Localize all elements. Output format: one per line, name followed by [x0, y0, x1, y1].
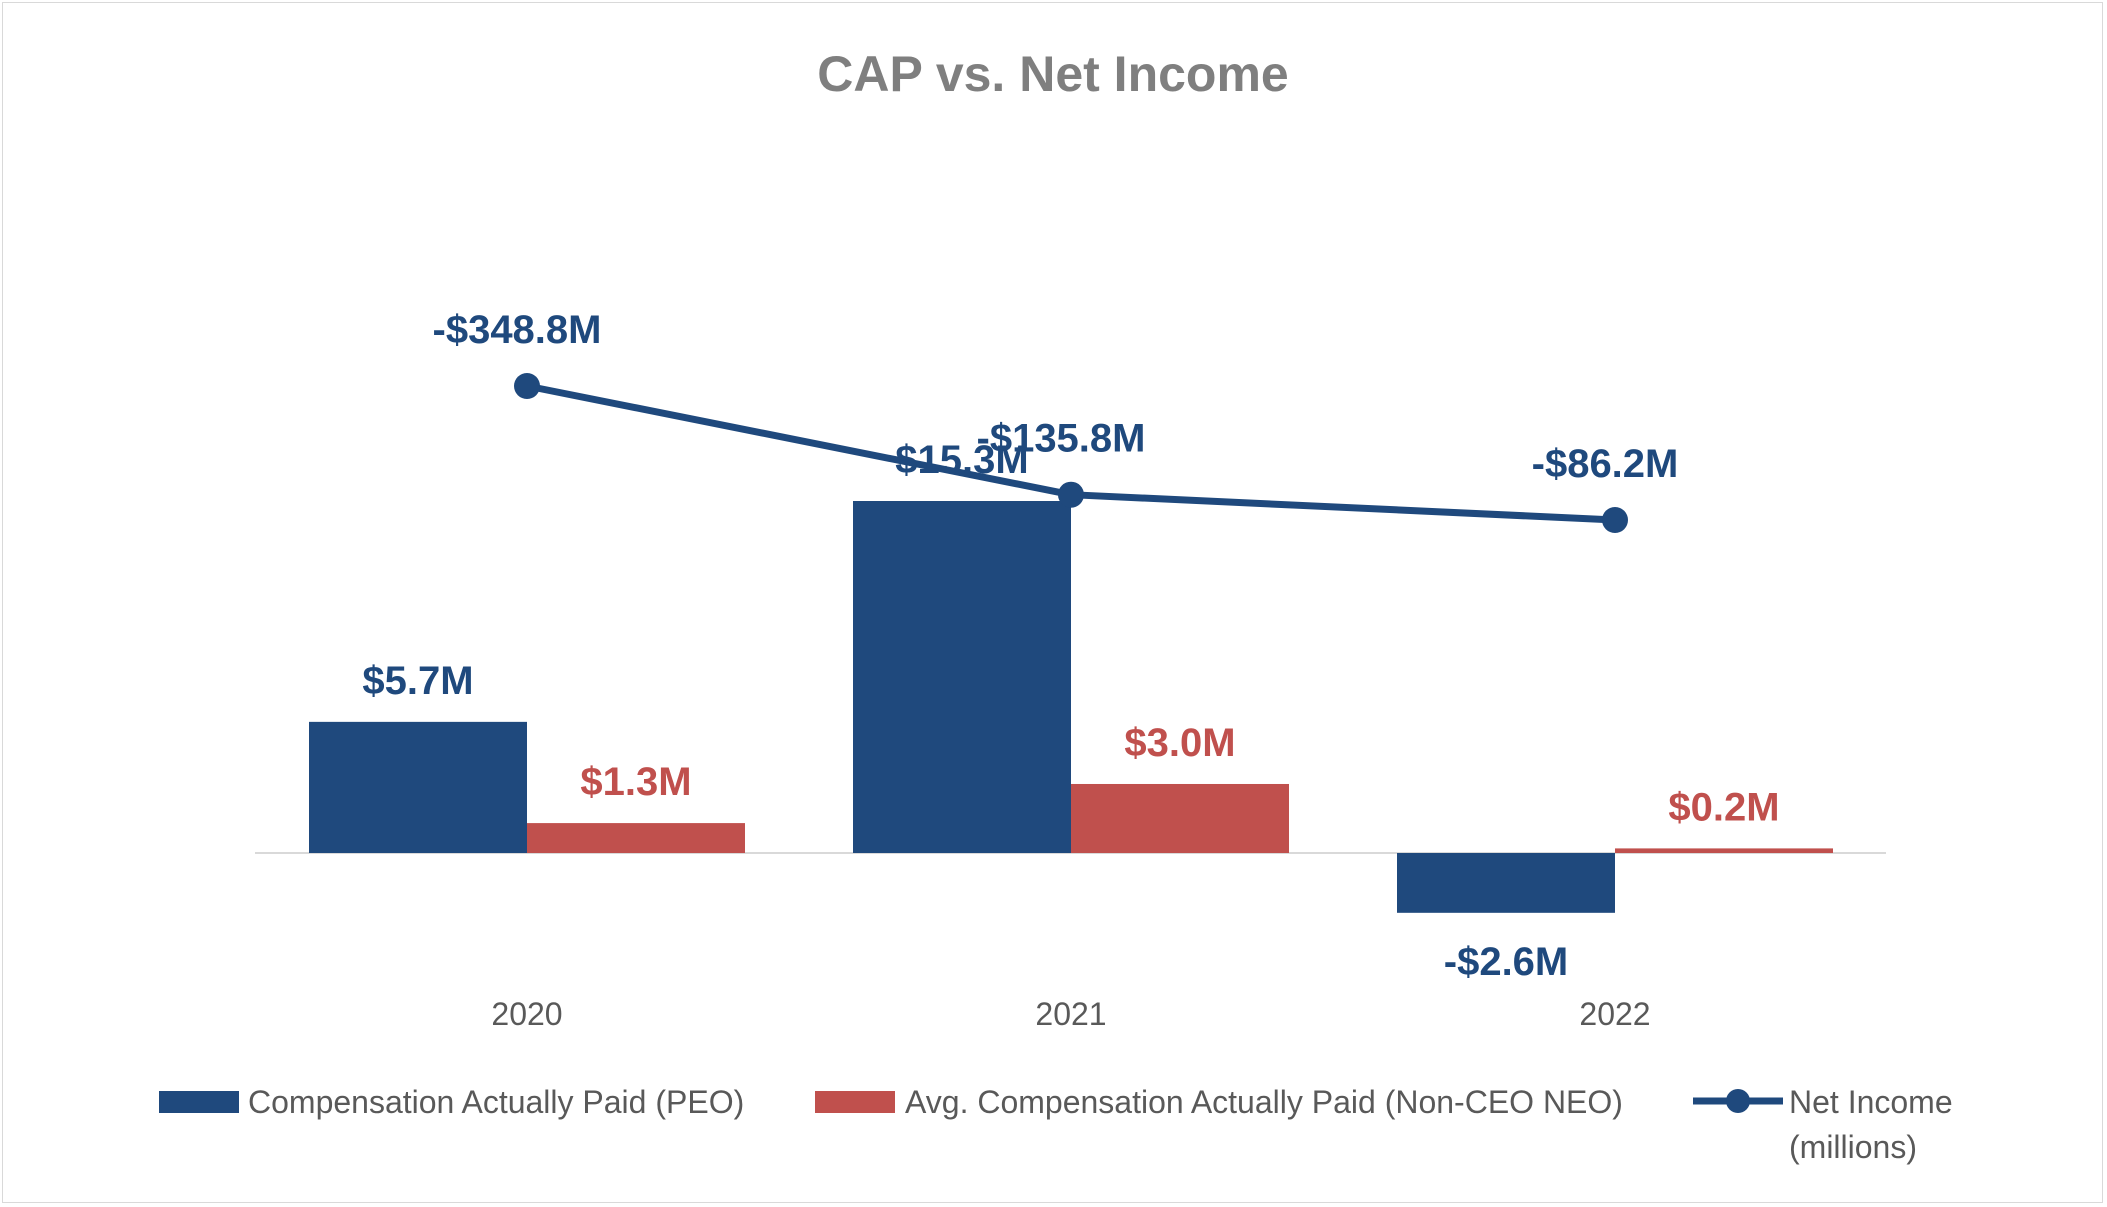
bar-neo-2020 — [527, 823, 745, 853]
legend-swatch — [159, 1091, 239, 1113]
x-tick-label-2020: 2020 — [491, 996, 562, 1032]
legend-marker — [1726, 1089, 1750, 1113]
net-income-label-2022: -$86.2M — [1532, 442, 1679, 486]
legend-label: Compensation Actually Paid (PEO) — [248, 1084, 744, 1120]
net-income-point-2022 — [1602, 507, 1628, 533]
data-label-neo-2022: $0.2M — [1668, 785, 1779, 829]
data-label-peo-2021: $15.3M — [895, 438, 1028, 482]
data-label-peo-2020: $5.7M — [362, 659, 473, 703]
net-income-point-2020 — [514, 373, 540, 399]
chart-title: CAP vs. Net Income — [817, 46, 1288, 102]
legend-label: Net Income — [1789, 1084, 1953, 1120]
legend-swatch — [815, 1091, 895, 1113]
net-income-point-2021 — [1058, 481, 1084, 508]
net-income-label-2020: -$348.8M — [433, 308, 602, 352]
net-income-label-2021: -$135.8M — [977, 417, 1146, 461]
bar-neo-2021 — [1071, 783, 1289, 853]
legend-item-1: Compensation Actually Paid (PEO) — [159, 1084, 744, 1120]
legend-label: Avg. Compensation Actually Paid (Non-CEO… — [905, 1084, 1623, 1120]
chart: CAP vs. Net Income $5.7M $15.3M -$2.6M $1.3… — [159, 46, 1953, 1165]
legend-item-2: Avg. Compensation Actually Paid (Non-CEO… — [815, 1084, 1623, 1120]
data-label-neo-2021: $3.0M — [1124, 721, 1235, 765]
x-tick-label-2021: 2021 — [1035, 996, 1106, 1032]
legend-item-3: Net Income (millions) — [1693, 1084, 1953, 1165]
bar-neo-2022 — [1615, 848, 1833, 853]
x-tick-label-2022: 2022 — [1579, 996, 1650, 1032]
data-label-neo-2020: $1.3M — [580, 760, 691, 804]
data-label-peo-2022: -$2.6M — [1444, 940, 1569, 984]
legend-label-line2: (millions) — [1789, 1129, 1917, 1165]
bar-peo-2020 — [309, 721, 527, 853]
bar-peo-2021 — [853, 501, 1071, 853]
bar-peo-2022 — [1397, 853, 1615, 913]
